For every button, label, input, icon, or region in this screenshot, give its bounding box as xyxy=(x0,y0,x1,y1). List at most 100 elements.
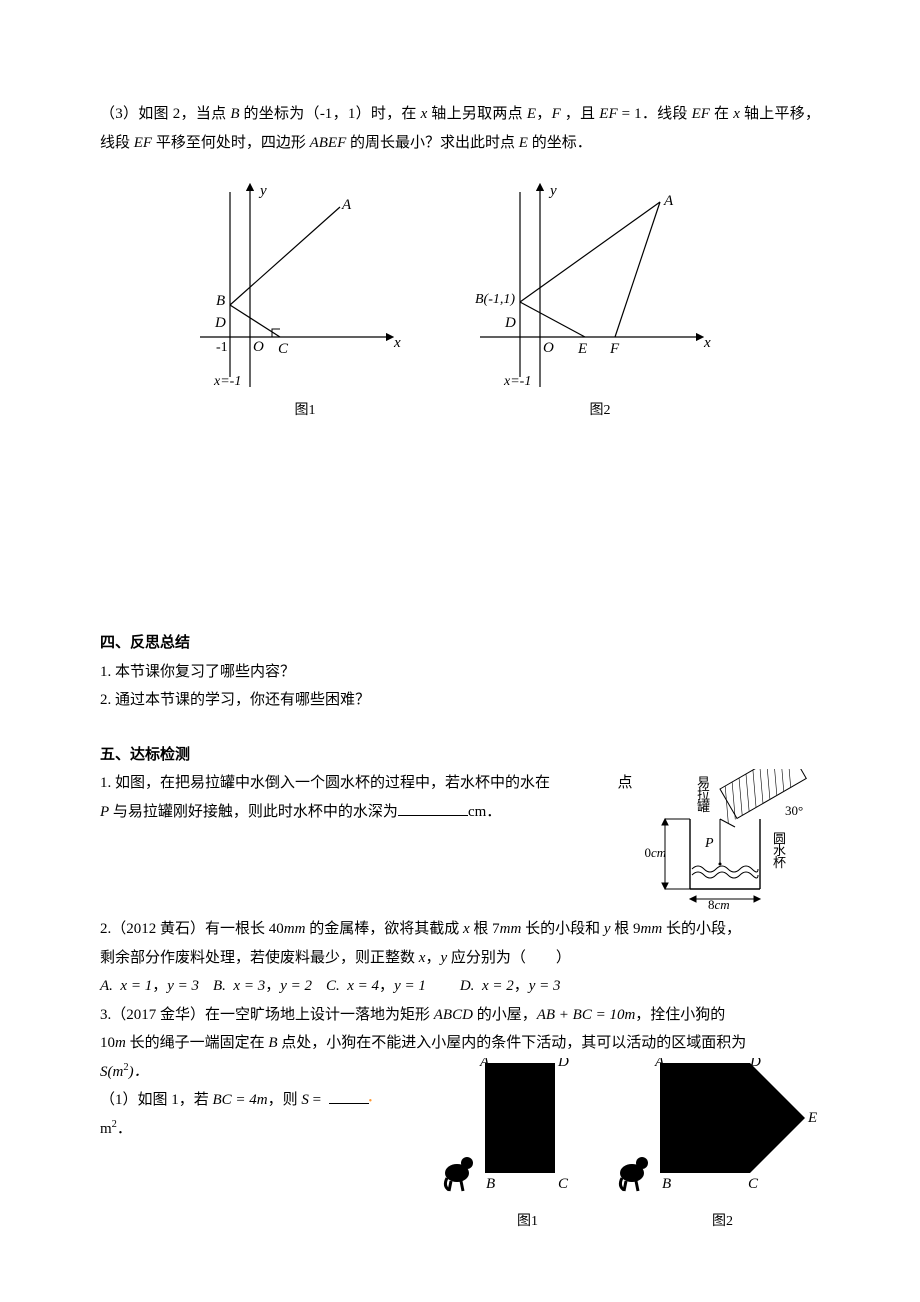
vertical-gap xyxy=(100,429,820,629)
q3-ABCD: ABCD xyxy=(434,1007,473,1023)
figure-1-caption: 图1 xyxy=(190,399,420,419)
q3-BCexpr: BC = 4m xyxy=(213,1092,268,1108)
q3a-pre: 3.（2017 金华）在一空旷场地上设计一落地为矩形 xyxy=(100,1007,434,1023)
q3-c1: ， xyxy=(536,106,552,122)
q2-mid1: 的金属棒，欲将其截成 xyxy=(305,921,463,937)
cup-label: 圆水杯 xyxy=(773,831,786,870)
section-4-title: 四、反思总结 xyxy=(100,629,820,658)
var-x2: x xyxy=(733,106,740,122)
point-P: P xyxy=(704,836,714,851)
q1-figure: 易拉罐 30° P xyxy=(645,769,820,909)
axis-x-label-2: x xyxy=(703,335,711,351)
q1-block: 易拉罐 30° P xyxy=(100,769,820,915)
q3-seg3: 轴上另取两点 xyxy=(427,106,527,122)
point-O: O xyxy=(253,339,264,355)
q3-unit-m: m xyxy=(100,1121,112,1137)
q3-figures-svg: A D B C A D E B C xyxy=(430,1058,820,1208)
q2-opt-A: A. x = 1，y = 3 xyxy=(100,972,199,1001)
q2-mid3: 长的小段和 xyxy=(521,921,604,937)
point-D: D xyxy=(214,315,226,331)
q3-line2c: 的周长最小？求出此时点 xyxy=(346,135,519,151)
figure-2-svg: y x A B(-1,1) D O E F x=-1 xyxy=(470,177,730,397)
q3-eq: = 1．线段 xyxy=(618,106,692,122)
q2-pre: 2.（2012 黄石）有一根长 40 xyxy=(100,921,284,937)
q2-line2: 剩余部分作废料处理，若使废料最少，则正整数 x，y 应分别为（ ） xyxy=(100,944,820,973)
axis-y-label-2: y xyxy=(548,183,557,199)
q1-unit: cm． xyxy=(468,804,501,820)
var-F: F xyxy=(552,106,561,122)
q3-fig2-caption: 图2 xyxy=(712,1210,733,1230)
neg1-label: -1 xyxy=(216,340,228,355)
point-O-2: O xyxy=(543,340,554,356)
q3-line1: 3.（2017 金华）在一空旷场地上设计一落地为矩形 ABCD 的小屋，AB +… xyxy=(100,1001,820,1030)
q3-blank xyxy=(329,1088,369,1104)
q3-Sclose: )． xyxy=(129,1064,149,1080)
q3-fig1-caption: 图1 xyxy=(517,1210,538,1230)
q3f2-C: C xyxy=(748,1176,759,1192)
q3-Sopen: S( xyxy=(100,1064,113,1080)
q3f2-D: D xyxy=(749,1058,761,1070)
q3-sub1b: ，则 xyxy=(268,1092,302,1108)
var-P: P xyxy=(100,804,109,820)
q3-fig-captions: 图1 图2 xyxy=(430,1210,820,1230)
q3a-mid2: ，拴住小狗的 xyxy=(635,1007,725,1023)
point-A-2: A xyxy=(663,193,674,209)
q3f1-A: A xyxy=(479,1058,490,1070)
q3f1-C: C xyxy=(558,1176,569,1192)
q3-figures: A D B C A D E B C xyxy=(430,1058,820,1230)
q2-opt-D: D. x = 2，y = 3 xyxy=(460,972,561,1001)
q3a-mid1: 的小屋， xyxy=(473,1007,537,1023)
axis-y-label: y xyxy=(258,183,267,199)
q3-unit-dot: ． xyxy=(117,1121,132,1137)
var-EF3: EF xyxy=(134,135,152,151)
q3-line2b: 长的绳子一端固定在 xyxy=(126,1035,269,1051)
q3f1-B: B xyxy=(486,1176,495,1192)
figure-1-svg: y x A B D O -1 C x=-1 xyxy=(190,177,420,397)
q2-mm2: mm xyxy=(500,921,522,937)
q3-seg1: （3）如图 2，当点 xyxy=(100,106,230,122)
q1-pre: 1. 如图，在把易拉罐中水倒入一个圆水杯的过程中，若水杯中的水在 xyxy=(100,775,550,791)
q2-line2a: 剩余部分作废料处理，若使废料最少，则正整数 xyxy=(100,950,419,966)
q2-mm3: mm xyxy=(641,921,663,937)
section-4-line1: 1. 本节课你复习了哪些内容？ xyxy=(100,658,820,687)
q2-comma: ， xyxy=(425,950,440,966)
q3-line2a: 10 xyxy=(100,1035,115,1051)
width-label: 8cm xyxy=(708,897,730,909)
q2-options: A. x = 1，y = 3 B. x = 3，y = 2 C. x = 4，y… xyxy=(100,972,820,1001)
q2-mid4: 根 9 xyxy=(611,921,641,937)
q3-line2b: 平移至何处时，四边形 xyxy=(152,135,310,151)
problem-3-text: （3）如图 2，当点 B 的坐标为（-1，1）时，在 x 轴上另取两点 E，F … xyxy=(100,100,820,157)
angle-label: 30° xyxy=(785,803,803,818)
q3-m: m xyxy=(115,1035,126,1051)
tiny-marker: • xyxy=(369,1096,373,1107)
point-C: C xyxy=(278,341,289,357)
figures-row: y x A B D O -1 C x=-1 图1 xyxy=(100,177,820,419)
point-F: F xyxy=(609,341,620,357)
point-E: E xyxy=(577,341,587,357)
q3-sub1c: = xyxy=(309,1092,325,1108)
point-B-coord: B(-1,1) xyxy=(475,292,515,307)
var-B: B xyxy=(230,106,239,122)
q3-S: S xyxy=(301,1092,309,1108)
gap xyxy=(100,715,820,741)
var-EF: EF xyxy=(599,106,617,122)
q2-mid5: 长的小段， xyxy=(662,921,741,937)
q3-eqn: AB + BC = 10m xyxy=(537,1007,636,1023)
q3-sub1a: （1）如图 1，若 xyxy=(100,1092,213,1108)
q1-figure-svg: 易拉罐 30° P xyxy=(645,769,820,909)
x-eq-label-2: x=-1 xyxy=(503,374,531,389)
q3f2-B: B xyxy=(662,1176,671,1192)
q2-opt-C: C. x = 4，y = 1 xyxy=(326,972,426,1001)
axis-x-label: x xyxy=(393,335,401,351)
q3-seg5: 在 xyxy=(710,106,733,122)
q1-blank xyxy=(398,800,468,816)
q3-B: B xyxy=(268,1035,277,1051)
section-5-title: 五、达标检测 xyxy=(100,741,820,770)
q3f2-A: A xyxy=(654,1058,665,1070)
q3-line2d: 的坐标． xyxy=(528,135,592,151)
q2-mid2: 根 7 xyxy=(470,921,500,937)
q3f1-D: D xyxy=(557,1058,569,1070)
point-D-2: D xyxy=(504,315,516,331)
var-E: E xyxy=(527,106,536,122)
x-eq-label: x=-1 xyxy=(213,374,241,389)
